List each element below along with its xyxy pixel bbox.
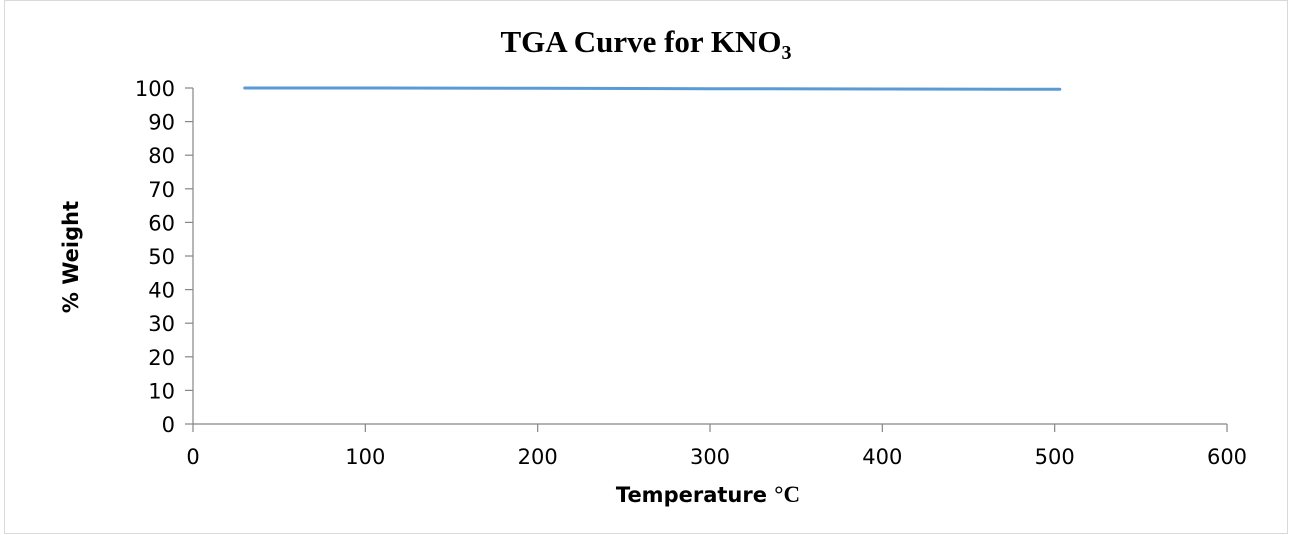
chart-title-subscript: 3	[782, 42, 792, 64]
x-axis-label-unit: °C	[774, 482, 800, 507]
x-tick-label: 200	[518, 445, 558, 469]
y-tick-label: 60	[148, 211, 175, 235]
y-tick-label: 20	[148, 346, 175, 370]
x-axis-label-main: Temperature	[616, 483, 774, 507]
axes	[192, 88, 1227, 425]
x-tick-label: 300	[690, 445, 730, 469]
y-tick-label: 0	[162, 413, 175, 437]
chart-title-main: TGA Curve for KNO	[501, 24, 782, 59]
y-tick-label: 10	[148, 379, 175, 403]
x-tick-label: 400	[862, 445, 902, 469]
x-tick-label: 100	[345, 445, 385, 469]
y-tick-label: 100	[135, 77, 175, 101]
y-axis-label: % Weight	[59, 201, 83, 313]
y-tick-label: 90	[148, 111, 175, 135]
series-line	[243, 86, 1062, 91]
y-tick-label: 40	[148, 279, 175, 303]
chart-title: TGA Curve for KNO3	[501, 24, 792, 64]
y-ticks: 0 10 20 30 40 50 60 70 80 90 100	[135, 77, 193, 437]
x-axis-label: Temperature °C	[616, 482, 800, 507]
y-tick-label: 30	[148, 312, 175, 336]
x-tick-label: 500	[1035, 445, 1075, 469]
y-tick-label: 50	[148, 245, 175, 269]
series-layer	[243, 86, 1062, 91]
x-ticks: 0 100 200 300 400 500 600	[186, 424, 1247, 469]
y-tick-label: 80	[148, 144, 175, 168]
x-tick-label: 0	[186, 445, 199, 469]
y-tick-label: 70	[148, 178, 175, 202]
x-tick-label: 600	[1207, 445, 1247, 469]
